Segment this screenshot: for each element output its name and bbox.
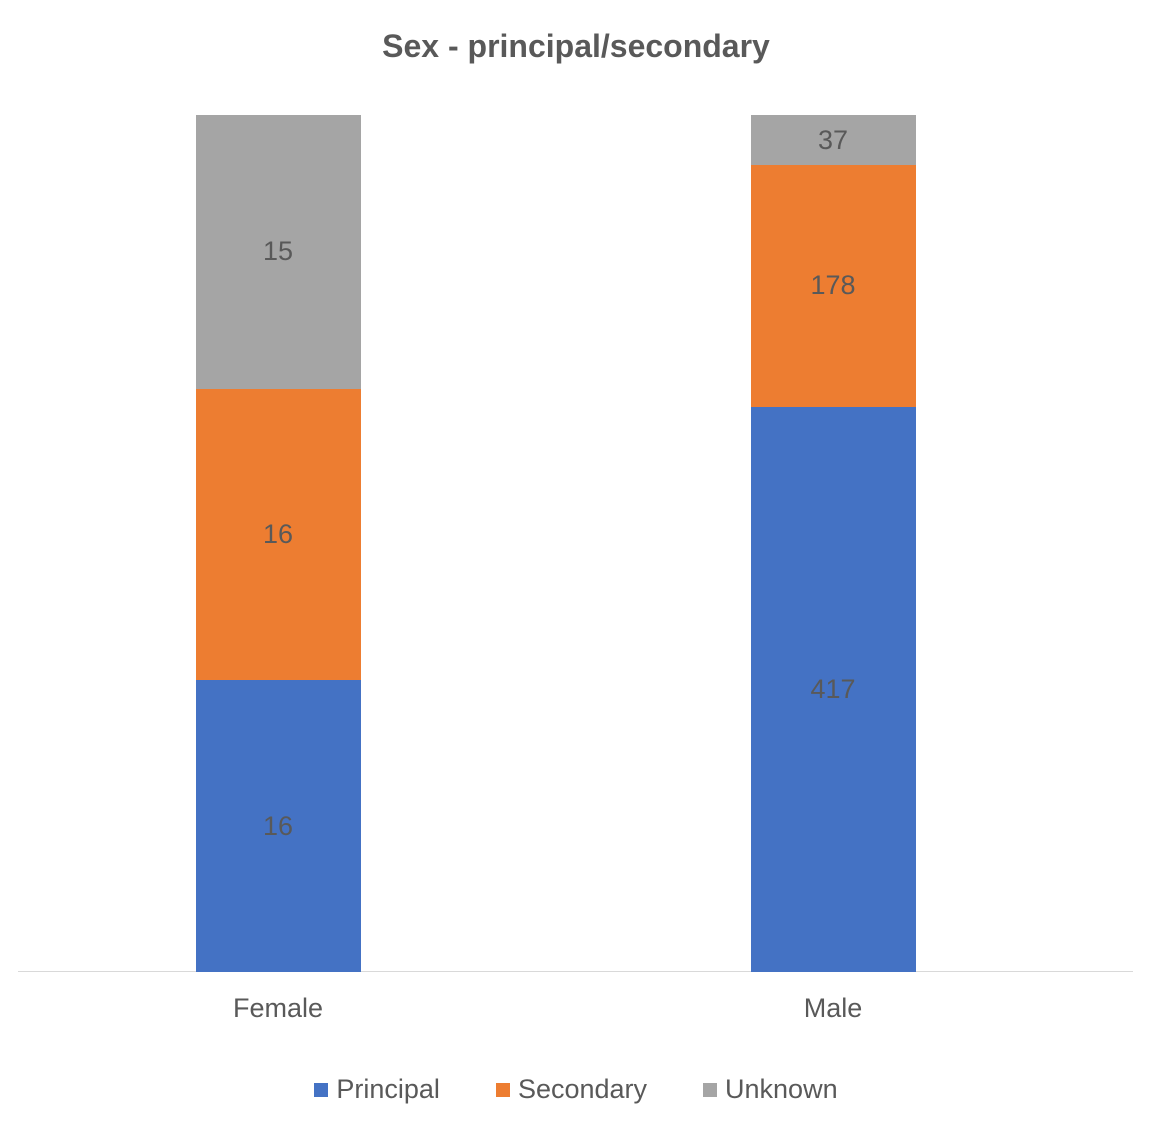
data-label: 417 [810,674,855,705]
data-label: 15 [263,236,293,267]
category-label: Male [723,993,943,1024]
chart-title: Sex - principal/secondary [0,28,1152,65]
data-label: 16 [263,811,293,842]
legend-swatch [314,1083,328,1097]
bar-segment: 37 [751,115,916,165]
plot-area: 16 16 15 417 178 37 [18,115,1133,972]
data-label: 37 [818,125,848,156]
legend: Principal Secondary Unknown [0,1074,1152,1105]
chart-container: Sex - principal/secondary 16 16 15 417 178 37… [0,0,1152,1130]
legend-label: Secondary [518,1074,647,1105]
legend-label: Principal [336,1074,440,1105]
bar-segment: 417 [751,407,916,972]
legend-swatch [496,1083,510,1097]
x-axis-baseline [18,971,1133,972]
bar-group: 16 16 15 [196,115,361,972]
legend-swatch [703,1083,717,1097]
legend-item: Unknown [703,1074,838,1105]
bar-segment: 16 [196,389,361,681]
legend-item: Principal [314,1074,440,1105]
bar-group: 417 178 37 [751,115,916,972]
bar-segment: 178 [751,165,916,406]
category-label: Female [168,993,388,1024]
data-label: 16 [263,519,293,550]
data-label: 178 [810,270,855,301]
legend-label: Unknown [725,1074,838,1105]
bar-segment: 16 [196,680,361,972]
bar-segment: 15 [196,115,361,389]
legend-item: Secondary [496,1074,647,1105]
